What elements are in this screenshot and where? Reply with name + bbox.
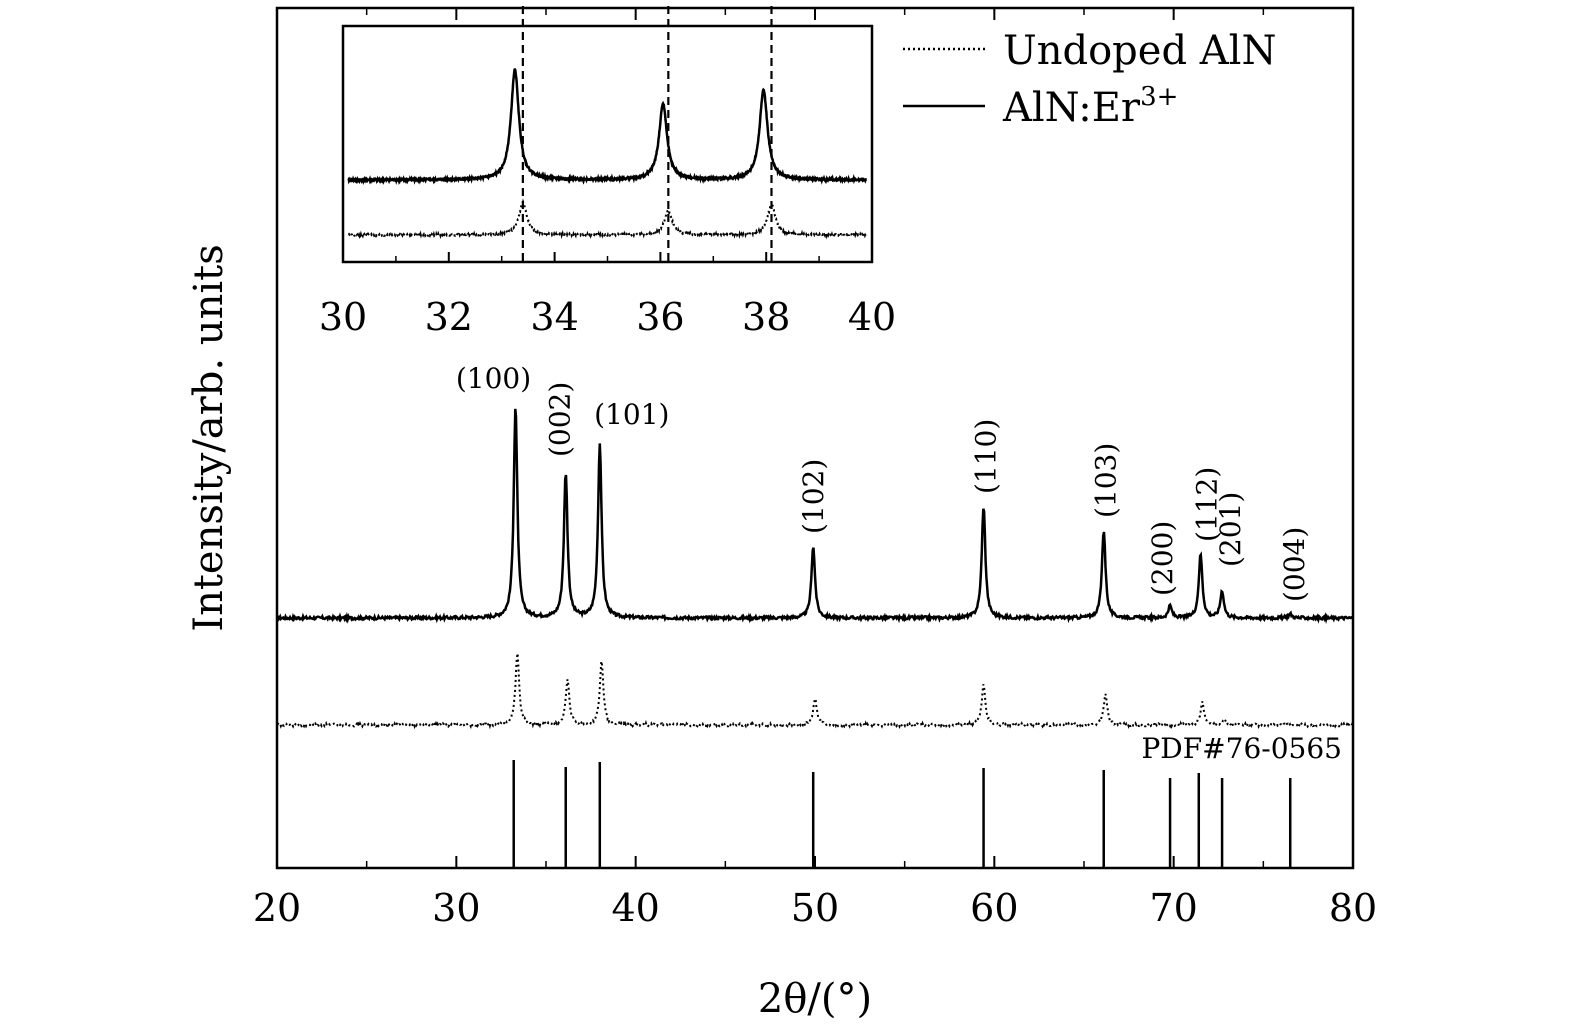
- inset-plot: 30 32 34 36 38 40: [319, 6, 896, 339]
- inset-frame: [341, 24, 874, 264]
- peak-label: (102): [797, 459, 830, 534]
- legend-label: AlN:Er3+: [1002, 82, 1178, 131]
- inset-x-tick-label: 36: [636, 295, 684, 339]
- peak-label: (101): [594, 398, 669, 431]
- x-tick-label: 80: [1329, 886, 1377, 930]
- x-tick-label: 70: [1149, 886, 1197, 930]
- main-plot: 20 30 40 50 60 70 80 (100) (002) (101) (102) (110) (…: [253, 6, 1377, 930]
- x-tick-label: 50: [791, 886, 839, 930]
- peak-label: (110): [970, 419, 1003, 494]
- x-axis-title: 2θ/(°): [758, 976, 872, 1022]
- peak-label: (004): [1278, 527, 1311, 602]
- legend-superscript: 3+: [1140, 82, 1178, 112]
- peak-label: (201): [1214, 492, 1247, 567]
- legend: Undoped AlN AlN:Er3+: [903, 28, 1276, 131]
- inset-x-tick-label: 32: [425, 295, 473, 339]
- legend-label: Undoped AlN: [1003, 28, 1276, 74]
- peak-label: (002): [544, 382, 577, 457]
- reference-label: PDF#76-0565: [1141, 732, 1342, 765]
- x-tick-label: 60: [970, 886, 1018, 930]
- inset-x-tick-label: 40: [848, 295, 896, 339]
- x-tick-label: 40: [611, 886, 659, 930]
- x-tick-label: 30: [432, 886, 480, 930]
- y-axis-title: Intensity/arb. units: [186, 244, 232, 631]
- peak-label: (200): [1146, 521, 1179, 596]
- inset-series-aln-er: [347, 68, 868, 186]
- x-tick-label: 20: [253, 886, 301, 930]
- peak-label: (112): [1191, 467, 1224, 542]
- inset-x-tick-label: 38: [742, 295, 790, 339]
- inset-x-tick-label: 30: [319, 295, 367, 339]
- peak-label: (103): [1090, 443, 1123, 518]
- series-line-aln-er: [276, 408, 1355, 625]
- series-line-undoped-aln: [276, 653, 1354, 731]
- inset-x-tick-label: 34: [530, 295, 578, 339]
- inset-series-undoped-aln: [347, 198, 868, 240]
- peak-label: (100): [456, 362, 531, 395]
